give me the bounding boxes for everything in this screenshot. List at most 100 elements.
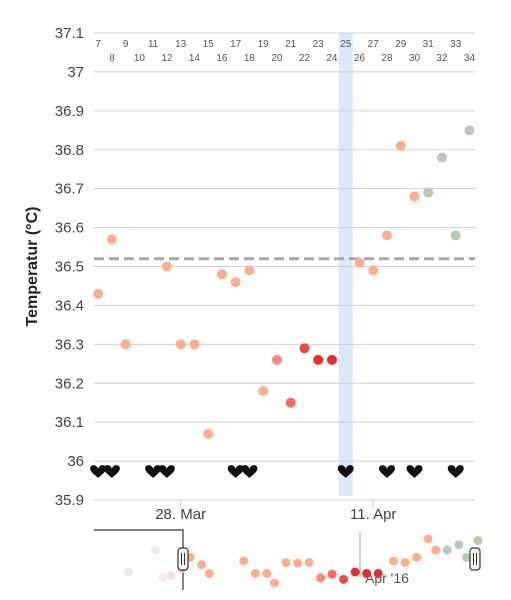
cycle-day-labels: 7891011121314151617181920212223242526272… [95, 39, 475, 64]
navigator-point [327, 569, 337, 579]
temperature-point[interactable] [244, 265, 255, 276]
current-day-highlight [338, 33, 353, 496]
navigator-point [373, 568, 383, 578]
x-tick-label: 28. Mar [155, 506, 206, 523]
y-tick-label: 36.2 [55, 375, 84, 392]
temperature-point[interactable] [189, 339, 200, 350]
heart-icon [337, 465, 354, 478]
intercourse-markers [90, 465, 464, 478]
navigator-point [197, 560, 207, 570]
navigator-point [362, 568, 372, 578]
temperature-point[interactable] [216, 269, 227, 280]
navigator-point [389, 556, 399, 566]
navigator-point [423, 534, 433, 544]
y-tick-label: 36 [67, 453, 84, 470]
y-tick-label: 36.6 [55, 220, 84, 237]
temperature-point[interactable] [93, 288, 104, 299]
heart-icon [378, 465, 395, 478]
temperature-point[interactable] [120, 339, 131, 350]
navigator-point [350, 567, 360, 577]
temperature-point[interactable] [299, 343, 310, 354]
temperature-point[interactable] [313, 354, 324, 365]
temperature-point[interactable] [450, 230, 461, 241]
navigator-point [454, 540, 464, 550]
temperature-point[interactable] [230, 277, 241, 288]
y-tick-label: 36.3 [55, 336, 84, 353]
y-tick-label: 36.1 [55, 414, 84, 431]
temperature-point[interactable] [436, 152, 447, 163]
temperature-point[interactable] [423, 187, 434, 198]
y-tick-label: 36.4 [55, 297, 84, 314]
navigator-point [293, 558, 303, 568]
navigator-point [304, 557, 314, 567]
heart-icon [103, 465, 120, 478]
temperature-point[interactable] [285, 397, 296, 408]
cycle-day-label: 9 [123, 39, 129, 50]
heart-icon [158, 465, 175, 478]
temperature-points[interactable] [93, 125, 475, 439]
temperature-point[interactable] [203, 428, 214, 439]
cycle-day-label: 14 [189, 53, 201, 64]
navigator-point [442, 545, 452, 555]
temperature-point[interactable] [258, 386, 269, 397]
navigator-point [473, 535, 483, 545]
navigator-point [166, 571, 176, 581]
heart-icon [227, 465, 244, 478]
y-tick-label: 36.7 [55, 181, 84, 198]
navigator-point [281, 557, 291, 567]
cycle-day-label: 31 [423, 39, 435, 50]
y-tick-label: 35.9 [55, 492, 84, 509]
navigator-point [339, 574, 349, 584]
cycle-day-label: 26 [354, 53, 366, 64]
navigator-point [204, 568, 214, 578]
cycle-day-label: 27 [368, 39, 380, 50]
cycle-day-label: 8 [109, 53, 115, 64]
temperature-point[interactable] [271, 354, 282, 365]
navigator-point [239, 556, 249, 566]
navigator-point [400, 557, 410, 567]
heart-icon [447, 465, 464, 478]
temperature-point[interactable] [381, 230, 392, 241]
heart-icon [241, 465, 258, 478]
navigator-point [412, 552, 422, 562]
cycle-day-label: 22 [299, 53, 311, 64]
y-tick-label: 37.1 [55, 25, 84, 42]
navigator-point [431, 545, 441, 555]
navigator-outline [94, 529, 184, 590]
navigator-handle[interactable] [469, 547, 481, 571]
cycle-day-label: 7 [95, 39, 101, 50]
navigator-point [124, 567, 134, 577]
navigator[interactable]: Apr '16 [94, 529, 483, 590]
y-axis: 35.9 36 36.1 36.2 36.3 36.4 36.5 36.6 36.7 36.8 36… [55, 25, 84, 509]
grid [94, 32, 475, 501]
temperature-point[interactable] [395, 140, 406, 151]
cycle-day-label: 23 [313, 39, 325, 50]
cycle-day-label: 20 [271, 53, 283, 64]
y-tick-label: 36.8 [55, 142, 84, 159]
navigator-point [158, 572, 168, 582]
navigator-point [150, 545, 160, 555]
temperature-point[interactable] [354, 257, 365, 268]
temperature-point[interactable] [161, 261, 172, 272]
temperature-point[interactable] [326, 354, 337, 365]
navigator-handle[interactable] [177, 547, 189, 571]
temperature-point[interactable] [409, 191, 420, 202]
temperature-point[interactable] [464, 125, 475, 136]
y-tick-label: 36.9 [55, 103, 84, 120]
cycle-day-label: 21 [285, 39, 297, 50]
cycle-day-label: 10 [134, 53, 146, 64]
navigator-point [250, 568, 260, 578]
cycle-day-label: 17 [230, 39, 242, 50]
cycle-day-label: 15 [203, 39, 215, 50]
y-axis-label: Temperatur (°C) [24, 207, 41, 327]
temperature-point[interactable] [368, 265, 379, 276]
cycle-day-label: 13 [175, 39, 187, 50]
cycle-day-label: 25 [340, 39, 352, 50]
navigator-point [316, 573, 326, 583]
temperature-point[interactable] [106, 234, 117, 245]
cycle-day-label: 33 [450, 39, 462, 50]
navigator-point [461, 552, 471, 562]
y-tick-label: 36.5 [55, 259, 84, 276]
temperature-point[interactable] [175, 339, 186, 350]
